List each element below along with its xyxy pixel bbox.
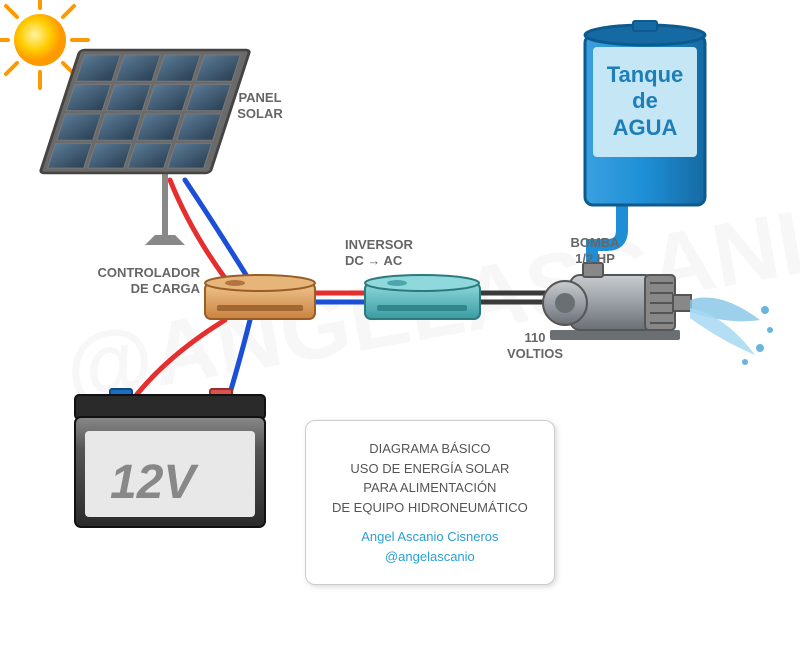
caption-author: Angel Ascanio Cisneros <box>332 527 528 547</box>
panel-label: PANELSOLAR <box>225 90 295 121</box>
solar-panel-icon <box>40 50 250 245</box>
caption-title: DIAGRAMA BÁSICO <box>332 439 528 459</box>
water-splash-icon <box>690 298 773 366</box>
pump-label: BOMBA1/2 HP <box>560 235 630 266</box>
sun-icon <box>0 0 88 88</box>
pump-icon <box>543 263 691 340</box>
inverter-label: INVERSORDC → AC <box>345 237 445 268</box>
inverter-icon <box>365 275 480 319</box>
tank-label: TanquedeAGUA <box>600 62 690 141</box>
caption-line4: DE EQUIPO HIDRONEUMÁTICO <box>332 498 528 518</box>
caption-handle: @angelascanio <box>332 547 528 567</box>
caption-line2: USO DE ENERGÍA SOLAR <box>332 459 528 479</box>
watermark: @ANGELASCANIO <box>57 180 800 423</box>
caption-box: DIAGRAMA BÁSICO USO DE ENERGÍA SOLAR PAR… <box>305 420 555 585</box>
voltage-label: 110VOLTIOS <box>500 330 570 361</box>
caption-line3: PARA ALIMENTACIÓN <box>332 478 528 498</box>
controller-label: CONTROLADORDE CARGA <box>90 265 200 296</box>
controller-icon <box>205 275 315 319</box>
battery-label: 12V <box>110 455 195 510</box>
